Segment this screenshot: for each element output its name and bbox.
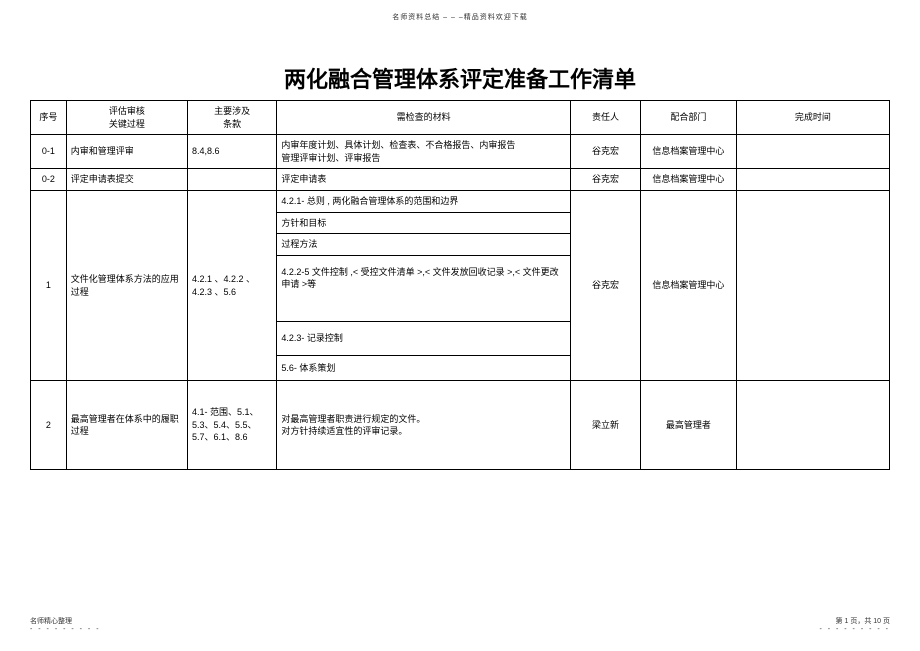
cell-dept: 信息档案管理中心 — [641, 190, 737, 380]
cell-done — [736, 169, 889, 191]
footer-dots: - - - - - - - - - — [819, 626, 890, 633]
cell-clause: 4.1- 范围、5.1、5.3、5.4、5.5、5.7、6.1、8.6 — [187, 381, 276, 470]
cell-dept: 最高管理者 — [641, 381, 737, 470]
cell-clause — [187, 169, 276, 191]
page-footer: 名师精心整理 - - - - - - - - - 第 1 页，共 10 页 - … — [30, 616, 890, 633]
cell-done — [736, 135, 889, 169]
table-row: 2 最高管理者在体系中的履职过程 4.1- 范围、5.1、5.3、5.4、5.5… — [31, 381, 890, 470]
cell-mat: 4.2.1- 总则 , 两化融合管理体系的范围和边界 — [277, 190, 571, 212]
table-row: 1 文件化管理体系方法的应用过程 4.2.1 、4.2.2 、4.2.3 、5.… — [31, 190, 890, 212]
cell-mat: 评定申请表 — [277, 169, 571, 191]
footer-right-text: 第 1 页，共 10 页 — [836, 618, 890, 625]
cell-mat: 对最高管理者职责进行规定的文件。 对方针持续适宜性的评审记录。 — [277, 381, 571, 470]
table-row: 0-1 内审和管理评审 8.4,8.6 内审年度计划、具体计划、检查表、不合格报… — [31, 135, 890, 169]
table-row: 0-2 评定申请表提交 评定申请表 谷克宏 信息档案管理中心 — [31, 169, 890, 191]
cell-mat: 4.2.3- 记录控制 — [277, 321, 571, 355]
cell-dept: 信息档案管理中心 — [641, 169, 737, 191]
cell-mat: 4.2.2-5 文件控制 ,< 受控文件清单 >,< 文件发放回收记录 >,< … — [277, 255, 571, 321]
cell-mat: 方针和目标 — [277, 212, 571, 234]
cell-proc: 评定申请表提交 — [66, 169, 187, 191]
cell-done — [736, 381, 889, 470]
cell-mat: 内审年度计划、具体计划、检查表、不合格报告、内审报告 管理评审计划、评审报告 — [277, 135, 571, 169]
top-header: 名师资料总结 – – –精品资料欢迎下载 — [30, 0, 890, 22]
cell-proc: 内审和管理评审 — [66, 135, 187, 169]
cell-dept: 信息档案管理中心 — [641, 135, 737, 169]
cell-no: 2 — [31, 381, 67, 470]
cell-clause: 8.4,8.6 — [187, 135, 276, 169]
cell-done — [736, 190, 889, 380]
cell-mat: 过程方法 — [277, 234, 571, 256]
col-clause: 主要涉及 条款 — [187, 101, 276, 135]
col-mat: 需检查的材料 — [277, 101, 571, 135]
cell-resp: 梁立新 — [570, 381, 640, 470]
cell-no: 0-1 — [31, 135, 67, 169]
table-header-row: 序号 评估审核 关键过程 主要涉及 条款 需检查的材料 责任人 配合部门 完成时… — [31, 101, 890, 135]
col-dept: 配合部门 — [641, 101, 737, 135]
footer-dots: - - - - - - - - - — [30, 626, 101, 633]
col-resp: 责任人 — [570, 101, 640, 135]
col-no: 序号 — [31, 101, 67, 135]
cell-proc: 最高管理者在体系中的履职过程 — [66, 381, 187, 470]
cell-clause: 4.2.1 、4.2.2 、4.2.3 、5.6 — [187, 190, 276, 380]
cell-mat: 5.6- 体系策划 — [277, 355, 571, 381]
cell-no: 0-2 — [31, 169, 67, 191]
cell-resp: 谷克宏 — [570, 135, 640, 169]
page-title: 两化融合管理体系评定准备工作清单 — [30, 62, 890, 94]
footer-left: 名师精心整理 - - - - - - - - - — [30, 616, 101, 633]
footer-right: 第 1 页，共 10 页 - - - - - - - - - — [819, 616, 890, 633]
footer-left-text: 名师精心整理 — [30, 618, 72, 625]
col-done: 完成时间 — [736, 101, 889, 135]
cell-resp: 谷克宏 — [570, 169, 640, 191]
cell-resp: 谷克宏 — [570, 190, 640, 380]
col-proc: 评估审核 关键过程 — [66, 101, 187, 135]
cell-no: 1 — [31, 190, 67, 380]
cell-proc: 文件化管理体系方法的应用过程 — [66, 190, 187, 380]
checklist-table: 序号 评估审核 关键过程 主要涉及 条款 需检查的材料 责任人 配合部门 完成时… — [30, 100, 890, 470]
